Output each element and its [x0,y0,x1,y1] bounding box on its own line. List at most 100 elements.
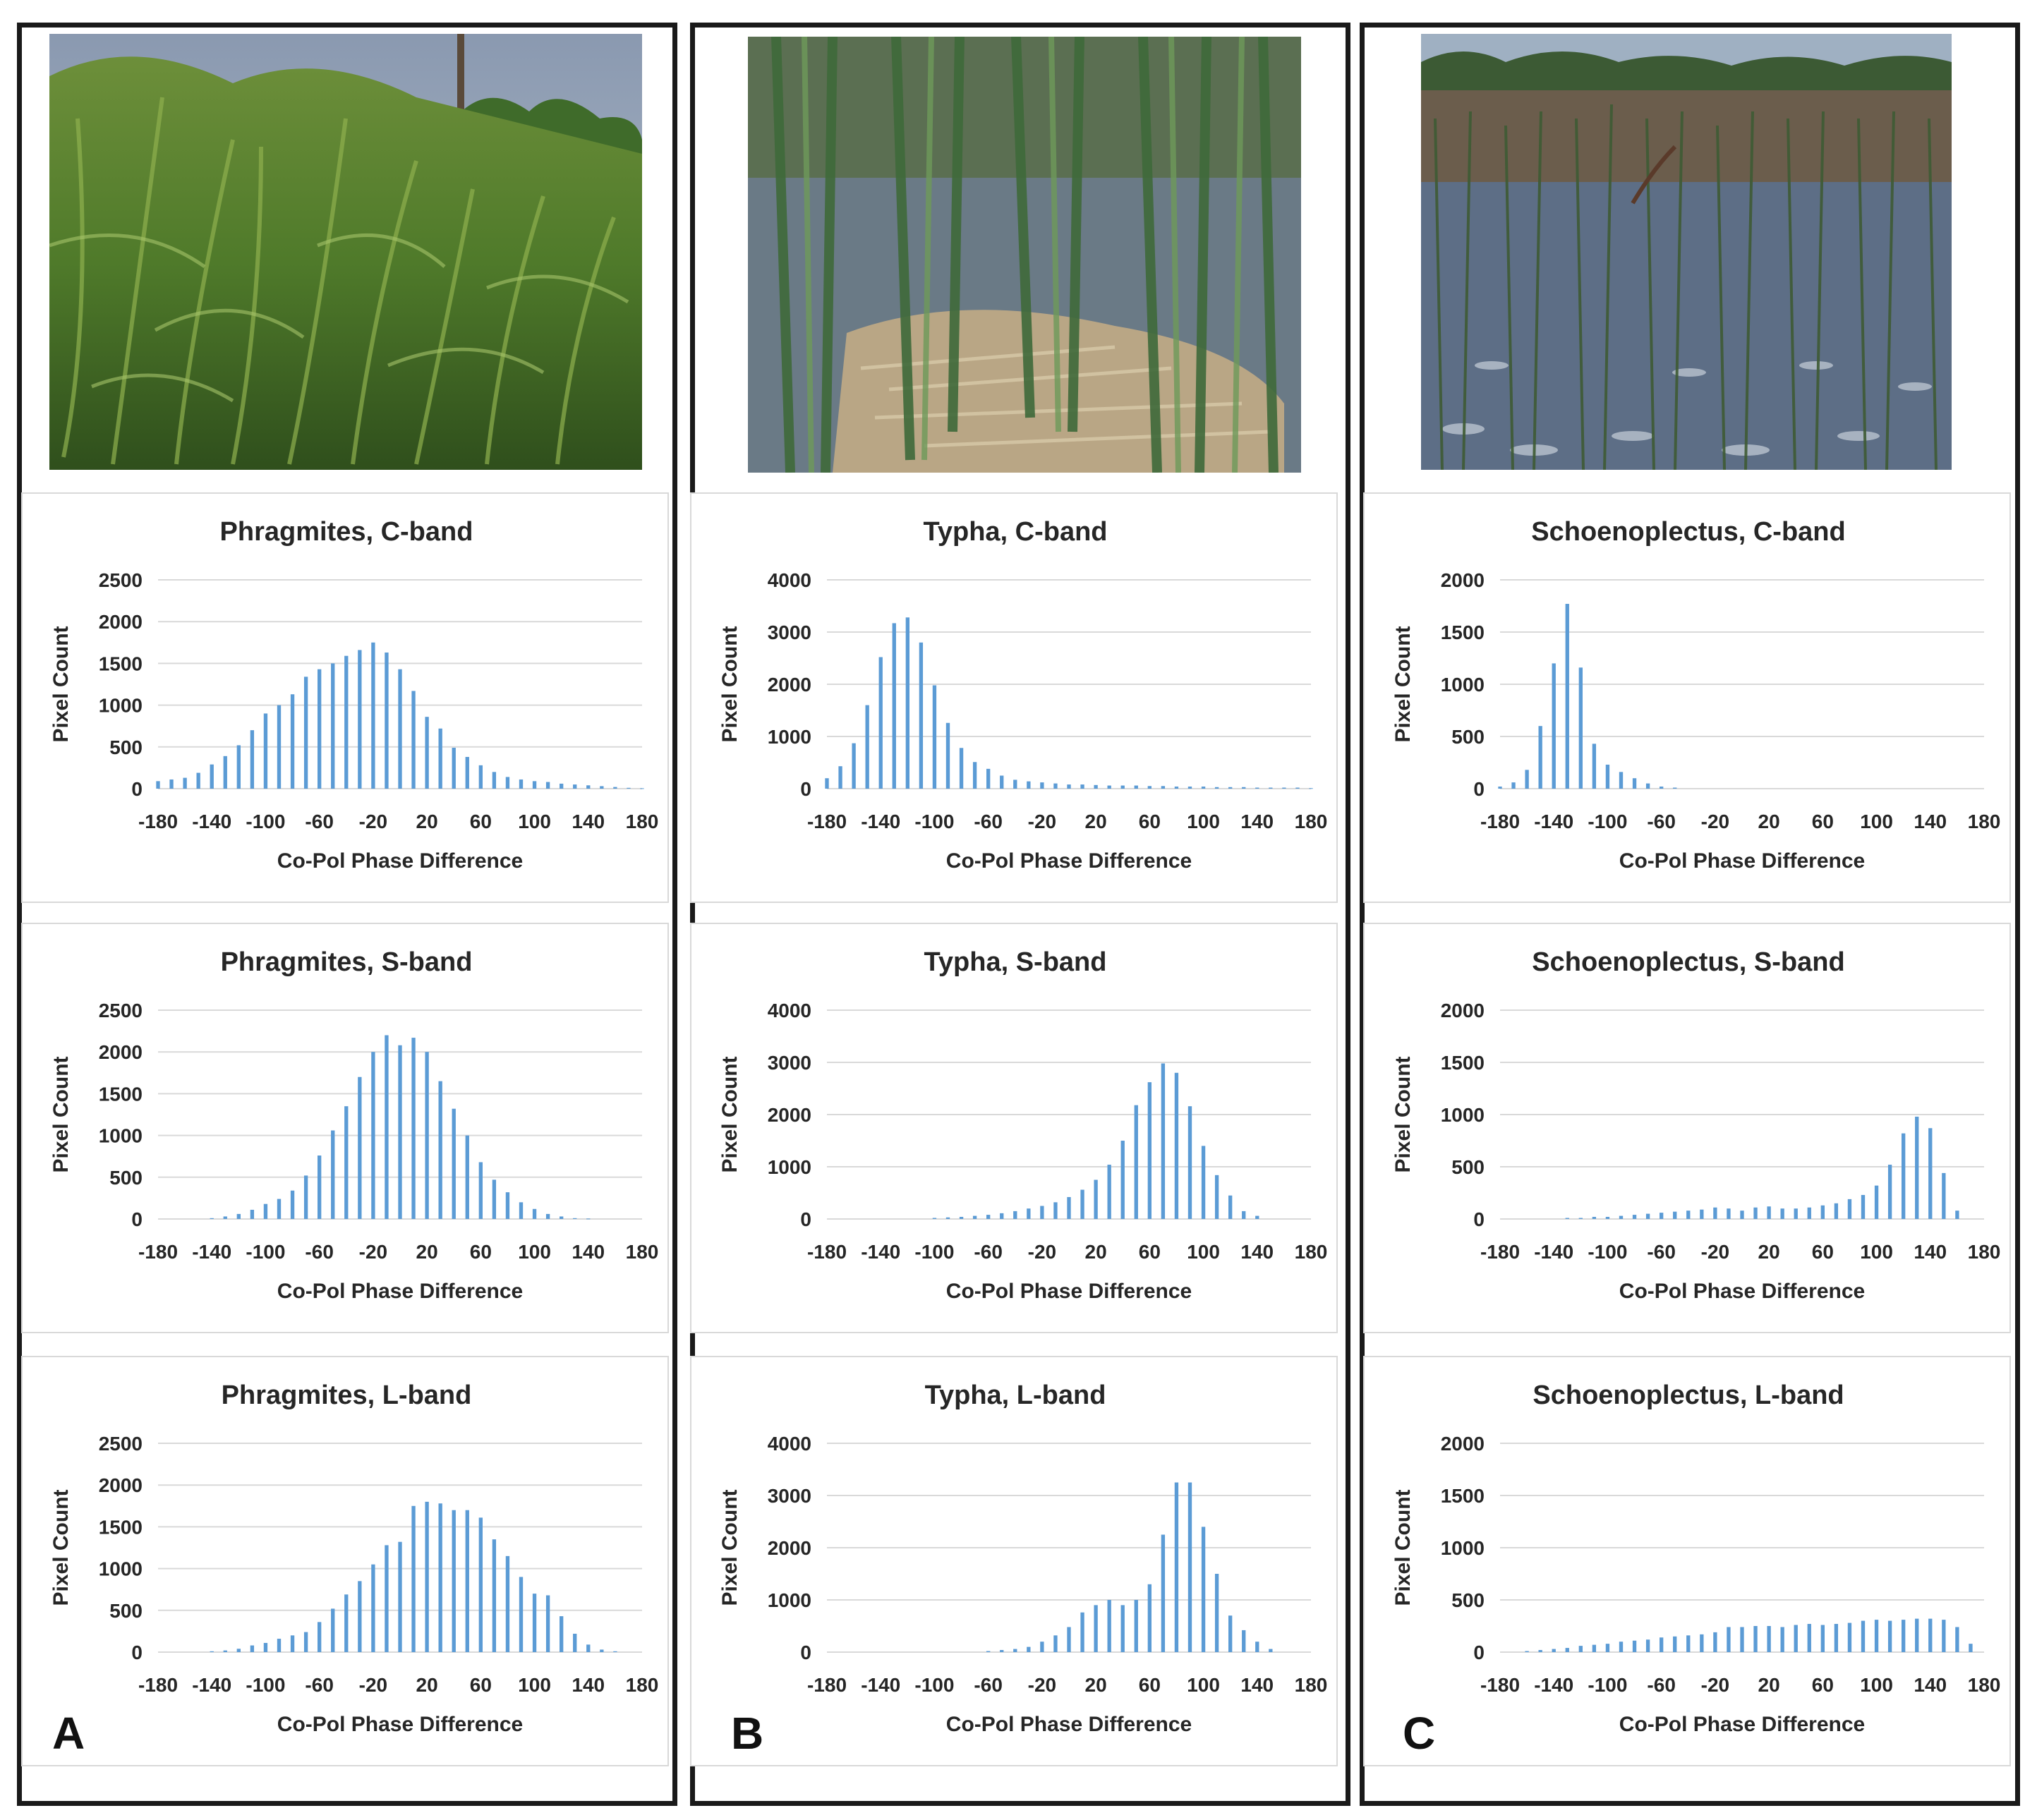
bar [1686,1211,1691,1219]
x-axis-label: Co-Pol Phase Difference [277,849,523,873]
bar [1605,1217,1610,1219]
bar [1861,1194,1866,1219]
bar [425,1052,429,1219]
bar [559,1616,564,1652]
bar [1552,663,1556,789]
panel-letter-a: A [52,1708,85,1759]
bar [1040,782,1044,789]
bar [1094,784,1098,789]
y-tick-label: 500 [109,1167,143,1189]
x-tick-label: -140 [861,1241,900,1263]
bar [290,1190,295,1219]
y-tick-label: 0 [131,1208,143,1230]
y-tick-label: 500 [1451,726,1485,748]
bar [1565,1218,1569,1219]
bar [519,779,524,789]
bar [545,782,550,789]
chart-svg: Phragmites, C-band 0 500 1000 1500 2000 2500 -1… [49,517,658,873]
x-tick-label: 100 [1860,811,1893,832]
bar [613,1651,617,1652]
bar [1565,1648,1569,1652]
x-tick-label: -20 [1701,1674,1729,1696]
x-tick-label: 20 [416,811,438,832]
bar [1040,1642,1044,1652]
bar [1000,1213,1004,1219]
bar [371,1052,375,1219]
y-axis-label: Pixel Count [718,1056,742,1172]
bar [1780,1627,1784,1652]
x-tick-label: -140 [1534,1241,1573,1263]
bar [505,1192,510,1219]
bar [1673,787,1677,789]
y-axis-label: Pixel Count [49,626,73,742]
bar [1713,1632,1717,1652]
bar [1901,1620,1906,1652]
bar [317,1622,322,1652]
bar [1578,1646,1583,1652]
x-tick-label: -180 [138,1241,178,1263]
bar [838,766,842,789]
bar [1053,783,1058,789]
bar [1161,1063,1166,1219]
bar [1027,1208,1031,1219]
bar [1080,784,1084,789]
y-tick-label: 2000 [1441,569,1485,591]
x-tick-label: 100 [518,1241,551,1263]
bar [371,1564,375,1652]
schoenoplectus-photo [1421,34,1952,470]
bar [317,669,322,789]
bar [236,745,241,789]
bar [1242,1630,1246,1652]
bar [986,1215,991,1219]
chart-title: Typha, C-band [923,517,1107,547]
x-tick-label: -60 [1647,1674,1675,1696]
x-tick-label: 100 [1860,1241,1893,1263]
x-tick-label: 140 [572,811,605,832]
bar [1255,1215,1259,1219]
y-axis-label: Pixel Count [49,1056,73,1172]
bar [1255,787,1259,789]
bar [478,765,483,789]
bar [505,777,510,789]
bar [1578,667,1583,789]
bar [1228,1195,1233,1219]
bar [932,1218,937,1219]
bar [398,669,402,789]
bar [640,788,644,789]
x-tick-label: -140 [192,1241,231,1263]
chart-title: Schoenoplectus, L-band [1533,1381,1844,1410]
bar [492,1539,497,1652]
bar [1187,1106,1192,1219]
bar [852,743,856,789]
y-tick-label: 1000 [768,1589,811,1611]
bar [1632,1640,1637,1652]
x-tick-label: -100 [246,1241,285,1263]
x-tick-label: 60 [1812,1241,1834,1263]
bar [1861,1620,1866,1652]
bar [303,1632,308,1652]
y-tick-label: 500 [1451,1156,1485,1178]
bar [492,772,497,789]
bar [1820,1205,1825,1219]
x-tick-label: -180 [1480,1241,1520,1263]
bar [223,1216,227,1219]
bar [344,1106,349,1219]
bar [492,1179,497,1219]
bar [223,1650,227,1652]
bar [1794,1208,1798,1219]
x-tick-label: -100 [1588,1674,1627,1696]
bar [1067,1196,1071,1219]
bar [1887,1165,1892,1219]
y-tick-label: 1500 [1441,1052,1485,1074]
bar [825,778,829,789]
bar [465,1510,469,1652]
y-axis-label: Pixel Count [1391,626,1415,742]
bar [478,1162,483,1219]
bar [210,764,214,789]
x-tick-label: 60 [1139,811,1161,832]
bar [398,1045,402,1219]
bar [452,747,456,789]
y-tick-label: 0 [800,1208,811,1230]
y-tick-label: 2000 [99,1474,143,1496]
bar [1000,775,1004,789]
